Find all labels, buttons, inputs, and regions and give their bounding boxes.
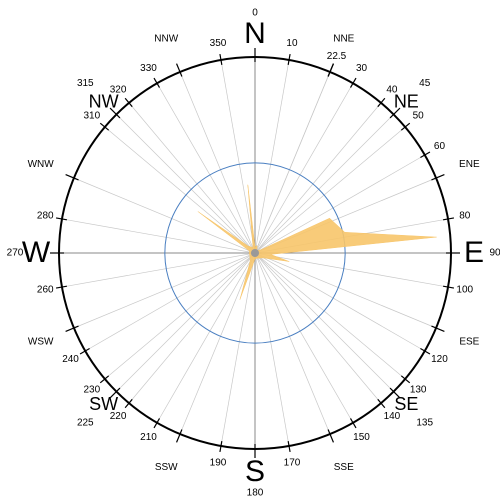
grid-line [254, 126, 406, 254]
degree-label: 22.5 [327, 51, 347, 62]
grid-line [254, 252, 449, 288]
grid-line [116, 252, 256, 392]
degree-label: 190 [210, 457, 227, 468]
degree-label: 30 [356, 63, 368, 74]
degree-label: 310 [83, 111, 100, 122]
tick-mark [65, 173, 79, 181]
grid-line [104, 126, 256, 254]
compass-label: SE [394, 394, 418, 414]
degree-label: 45 [419, 78, 431, 89]
direction-label: NNE [333, 33, 354, 44]
degree-label: 100 [456, 285, 473, 296]
compass-label: NE [394, 91, 419, 111]
degree-label: 120 [431, 354, 448, 365]
tick-mark [431, 325, 445, 333]
tick-mark [109, 387, 121, 399]
degree-label: 90 [489, 248, 500, 259]
grid-line [61, 252, 256, 288]
grid-line [254, 252, 290, 447]
grid-line [254, 252, 354, 423]
tick-mark [327, 63, 335, 77]
tick-mark [431, 173, 445, 181]
grid-line [254, 59, 290, 254]
degree-label: 270 [7, 248, 24, 259]
degree-label: 0 [252, 8, 258, 19]
compass-label: W [22, 236, 51, 269]
grid-line [220, 252, 256, 447]
grid-line [254, 154, 425, 254]
direction-label: WSW [28, 336, 54, 347]
grid-line [116, 114, 256, 254]
rose-area [197, 184, 437, 300]
grid-line [254, 102, 382, 254]
grid-line [73, 252, 256, 329]
tick-mark [109, 107, 121, 119]
degree-label: 320 [110, 84, 127, 95]
grid-line [254, 71, 331, 254]
ring [164, 162, 346, 344]
degree-label: 50 [413, 111, 425, 122]
direction-label: ENE [459, 159, 480, 170]
grid-line [61, 218, 256, 254]
compass-label: SW [89, 394, 118, 414]
degree-label: 140 [384, 411, 401, 422]
degree-label: 180 [247, 488, 264, 499]
degree-label: 150 [353, 432, 370, 443]
grid-line [254, 83, 354, 254]
tick-mark [175, 63, 183, 77]
degree-label: 240 [62, 354, 79, 365]
grid-line [179, 252, 256, 435]
grid-line [128, 102, 256, 254]
grid-line [254, 252, 406, 380]
degree-label: 350 [210, 38, 227, 49]
tick-mark [175, 429, 183, 443]
grid-line [254, 114, 394, 254]
grid-line [104, 252, 256, 380]
direction-label: ESE [459, 336, 479, 347]
degree-label: 170 [284, 457, 301, 468]
degree-label: 225 [77, 417, 94, 428]
degree-label: 40 [386, 84, 398, 95]
grid-line [128, 252, 256, 404]
grid-line [254, 252, 394, 392]
compass-label: S [245, 455, 265, 488]
grid-line [156, 252, 256, 423]
grid-line [73, 177, 256, 254]
direction-label: NNW [154, 33, 178, 44]
grid-line [156, 83, 256, 254]
degree-label: 230 [83, 385, 100, 396]
compass-label: E [464, 236, 484, 269]
direction-label: SSW [155, 462, 178, 473]
tick-mark [327, 429, 335, 443]
degree-label: 330 [140, 63, 157, 74]
grid-line [85, 252, 256, 352]
degree-label: 315 [77, 78, 94, 89]
degree-label: 10 [286, 38, 298, 49]
direction-label: SSE [334, 462, 354, 473]
grid-line [254, 252, 382, 404]
grid-line [220, 59, 256, 254]
tick-mark [389, 387, 401, 399]
direction-label: WNW [28, 159, 55, 170]
degree-label: 80 [459, 211, 471, 222]
grid-line [179, 71, 256, 254]
grid-line [254, 252, 425, 352]
compass-label: N [244, 17, 266, 50]
center-dot [251, 249, 259, 257]
compass-label: NW [89, 91, 119, 111]
tick-mark [389, 107, 401, 119]
grid-line [254, 252, 437, 329]
degree-label: 130 [410, 385, 427, 396]
degree-label: 60 [434, 141, 446, 152]
tick-mark [65, 325, 79, 333]
degree-label: 220 [110, 411, 127, 422]
grid-line [254, 252, 331, 435]
degree-label: 135 [416, 417, 433, 428]
degree-label: 210 [140, 432, 157, 443]
outer-ring [58, 56, 452, 450]
degree-label: 260 [37, 285, 54, 296]
degree-label: 280 [37, 211, 54, 222]
